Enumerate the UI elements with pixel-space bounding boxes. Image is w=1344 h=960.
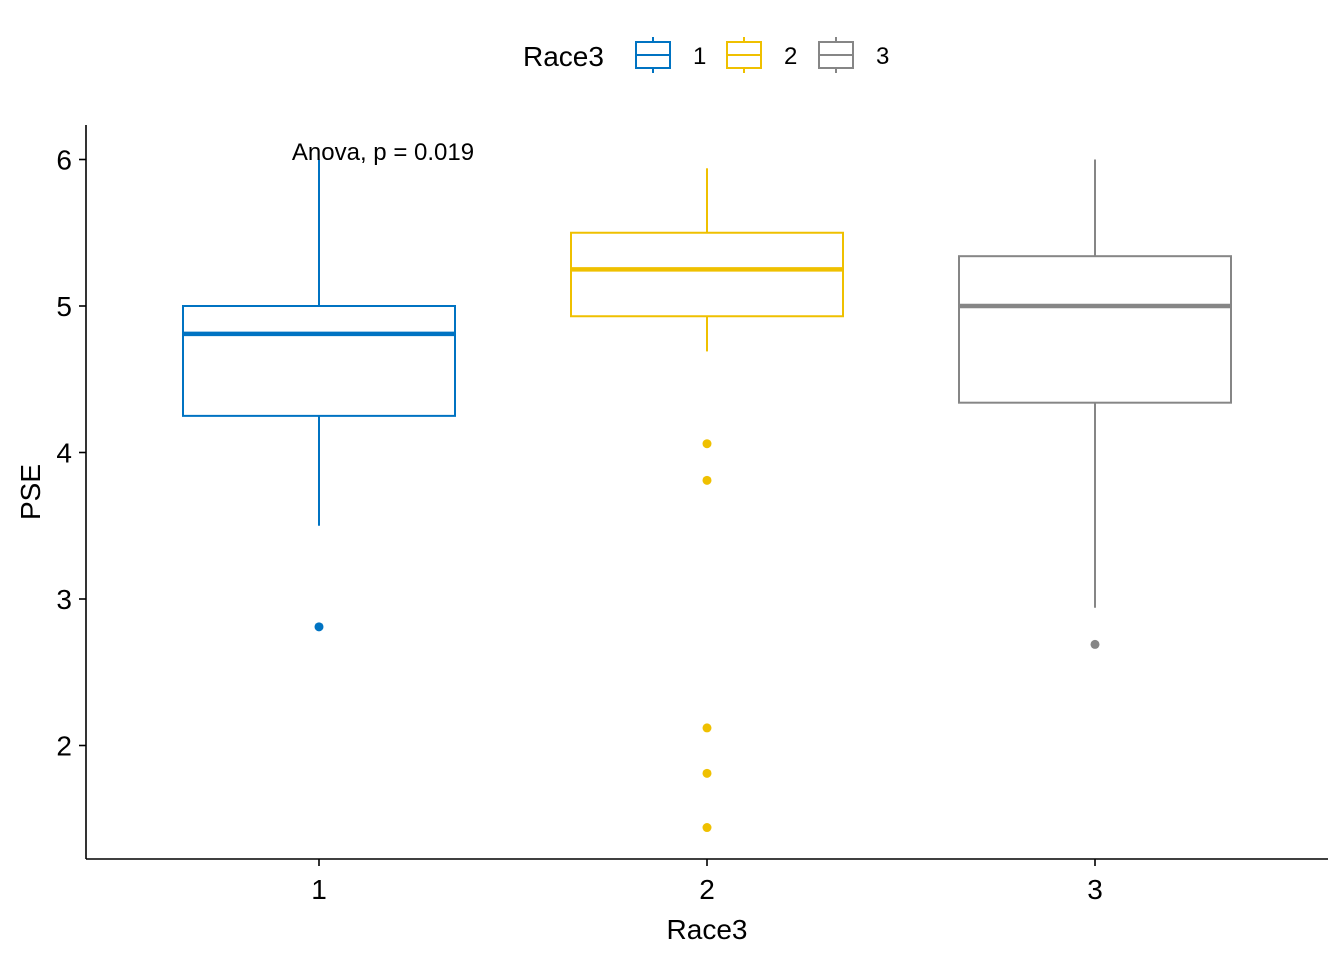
box-group-1 bbox=[182, 159, 456, 632]
outlier-point bbox=[314, 622, 324, 632]
legend-item-2: 2 bbox=[726, 37, 797, 73]
legend-label: 2 bbox=[784, 43, 797, 70]
y-tick-label: 4 bbox=[56, 438, 72, 469]
legend: Race3 1 2 3 bbox=[523, 37, 889, 73]
anova-annotation: Anova, p = 0.019 bbox=[292, 139, 474, 166]
plot-area bbox=[182, 159, 1232, 833]
legend-label: 1 bbox=[693, 43, 706, 70]
legend-item-1: 1 bbox=[635, 37, 706, 73]
box-iqr bbox=[570, 231, 844, 318]
y-tick-label: 5 bbox=[56, 291, 72, 322]
box-iqr bbox=[958, 255, 1232, 404]
y-tick-label: 3 bbox=[56, 584, 72, 615]
y-tick-label: 6 bbox=[56, 145, 72, 176]
legend-title: Race3 bbox=[523, 41, 604, 72]
outlier-point bbox=[702, 723, 712, 733]
x-tick-label: 3 bbox=[1087, 874, 1103, 905]
legend-item-3: 3 bbox=[818, 37, 889, 73]
outlier-point bbox=[702, 475, 712, 485]
box-iqr bbox=[182, 305, 456, 417]
box-group-3 bbox=[958, 159, 1232, 649]
x-tick-label: 1 bbox=[311, 874, 327, 905]
outlier-point bbox=[702, 768, 712, 778]
legend-label: 3 bbox=[876, 43, 889, 70]
x-axis-ticks: 1 2 3 bbox=[311, 859, 1103, 905]
y-tick-label: 2 bbox=[56, 731, 72, 762]
box-group-2 bbox=[570, 168, 844, 833]
outlier-point bbox=[702, 439, 712, 449]
x-tick-label: 2 bbox=[699, 874, 715, 905]
outlier-point bbox=[1090, 639, 1100, 649]
x-axis-label: Race3 bbox=[667, 914, 748, 945]
y-axis-ticks: 2 3 4 5 6 bbox=[56, 145, 86, 762]
y-axis-label: PSE bbox=[15, 464, 46, 520]
outlier-point bbox=[702, 823, 712, 833]
